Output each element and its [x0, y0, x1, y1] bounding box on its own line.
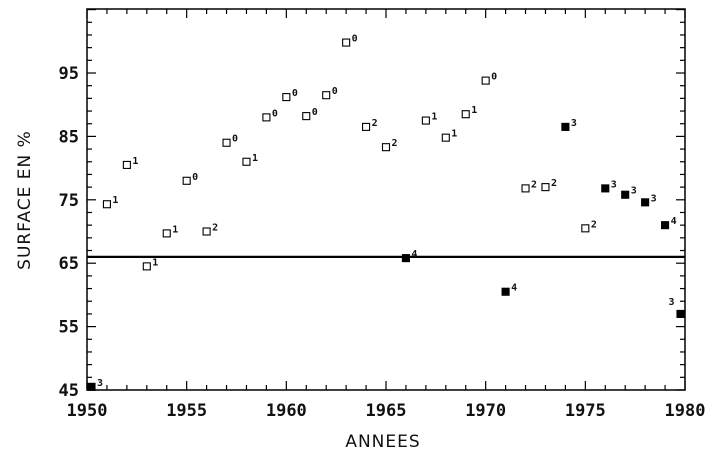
point-label: 1 — [431, 112, 437, 123]
open-square-marker — [541, 183, 550, 192]
point-label: 0 — [352, 34, 358, 45]
x-tick-label: 1965 — [366, 401, 407, 421]
axis-ticks — [86, 9, 686, 391]
open-square-marker — [182, 176, 191, 185]
plot-frame — [86, 8, 686, 391]
y-tick-label: 65 — [59, 254, 79, 274]
open-square-marker — [322, 91, 331, 100]
point-label: 3 — [631, 186, 637, 197]
y-tick-label: 45 — [59, 381, 79, 401]
filled-square-marker — [621, 190, 630, 199]
point-label: 0 — [292, 88, 298, 99]
point-label: 4 — [671, 216, 677, 227]
filled-square-marker — [501, 287, 510, 296]
x-tick-labels: 1950 1955 1960 1965 1970 1975 1980 — [67, 401, 706, 421]
point-label: 0 — [312, 107, 318, 118]
filled-square-marker — [641, 198, 650, 207]
point-label: 3 — [97, 378, 103, 389]
x-tick-label: 1975 — [565, 401, 606, 421]
point-label: 0 — [332, 86, 338, 97]
point-label: 0 — [272, 108, 278, 119]
filled-square-marker — [401, 254, 410, 263]
y-tick-label: 55 — [59, 318, 79, 338]
open-square-marker — [481, 76, 490, 85]
open-square-marker — [581, 224, 590, 233]
x-tick-label: 1980 — [665, 401, 706, 421]
point-label: 2 — [212, 223, 218, 234]
point-label: 3 — [611, 179, 617, 190]
open-square-marker — [421, 116, 430, 125]
point-label: 1 — [172, 224, 178, 235]
y-tick-labels: 45 55 65 75 85 95 — [59, 64, 79, 401]
point-label: 0 — [232, 134, 238, 145]
open-square-marker — [222, 138, 231, 147]
point-label: 3 — [571, 118, 577, 129]
point-label: 3 — [651, 193, 657, 204]
open-square-marker — [381, 143, 391, 152]
point-label: 0 — [491, 72, 497, 83]
point-label: 4 — [411, 249, 417, 260]
open-square-marker — [202, 227, 211, 236]
y-tick-label: 95 — [59, 64, 79, 84]
point-label: 2 — [531, 179, 537, 190]
point-label: 1 — [471, 105, 477, 116]
x-tick-label: 1950 — [67, 401, 108, 421]
open-square-marker — [342, 38, 351, 47]
filled-square-marker — [601, 184, 610, 193]
open-square-marker — [122, 160, 131, 169]
data-points: 1 1 1 1 0 2 0 1 0 0 0 0 0 2 2 1 1 1 0 2 2 2 3 4 4 3 3 3 3 4 3 — [87, 34, 685, 391]
open-square-marker — [142, 262, 151, 271]
filled-square-marker — [676, 309, 685, 318]
open-square-marker — [441, 133, 450, 142]
point-label: 1 — [451, 129, 457, 140]
x-axis-title: ANNEES — [345, 432, 420, 452]
open-square-marker — [262, 113, 271, 122]
open-square-marker — [282, 93, 291, 102]
x-tick-label: 1970 — [465, 401, 506, 421]
open-square-marker — [521, 184, 530, 193]
filled-square-marker — [661, 221, 670, 230]
point-label: 2 — [551, 178, 557, 189]
point-label: 1 — [112, 195, 118, 206]
point-label: 1 — [252, 153, 258, 164]
open-square-marker — [102, 200, 111, 209]
x-tick-label: 1955 — [166, 401, 207, 421]
point-label: 4 — [511, 283, 517, 294]
open-square-marker — [242, 157, 251, 166]
point-label: 1 — [132, 156, 138, 167]
x-tick-label: 1960 — [266, 401, 307, 421]
open-square-marker — [362, 122, 371, 131]
y-axis-title: SURFACE EN % — [15, 130, 35, 270]
point-label: 3 — [668, 297, 674, 308]
y-tick-label: 85 — [59, 127, 79, 147]
point-label: 2 — [372, 118, 378, 129]
open-square-marker — [461, 110, 470, 119]
open-square-marker — [302, 112, 311, 121]
filled-square-marker — [561, 122, 570, 131]
filled-square-marker — [87, 382, 96, 391]
point-label: 2 — [591, 219, 597, 230]
open-square-marker — [162, 229, 171, 238]
point-label: 1 — [152, 257, 158, 268]
y-tick-label: 75 — [59, 191, 79, 211]
point-label: 0 — [192, 172, 198, 183]
point-label: 2 — [392, 138, 398, 149]
